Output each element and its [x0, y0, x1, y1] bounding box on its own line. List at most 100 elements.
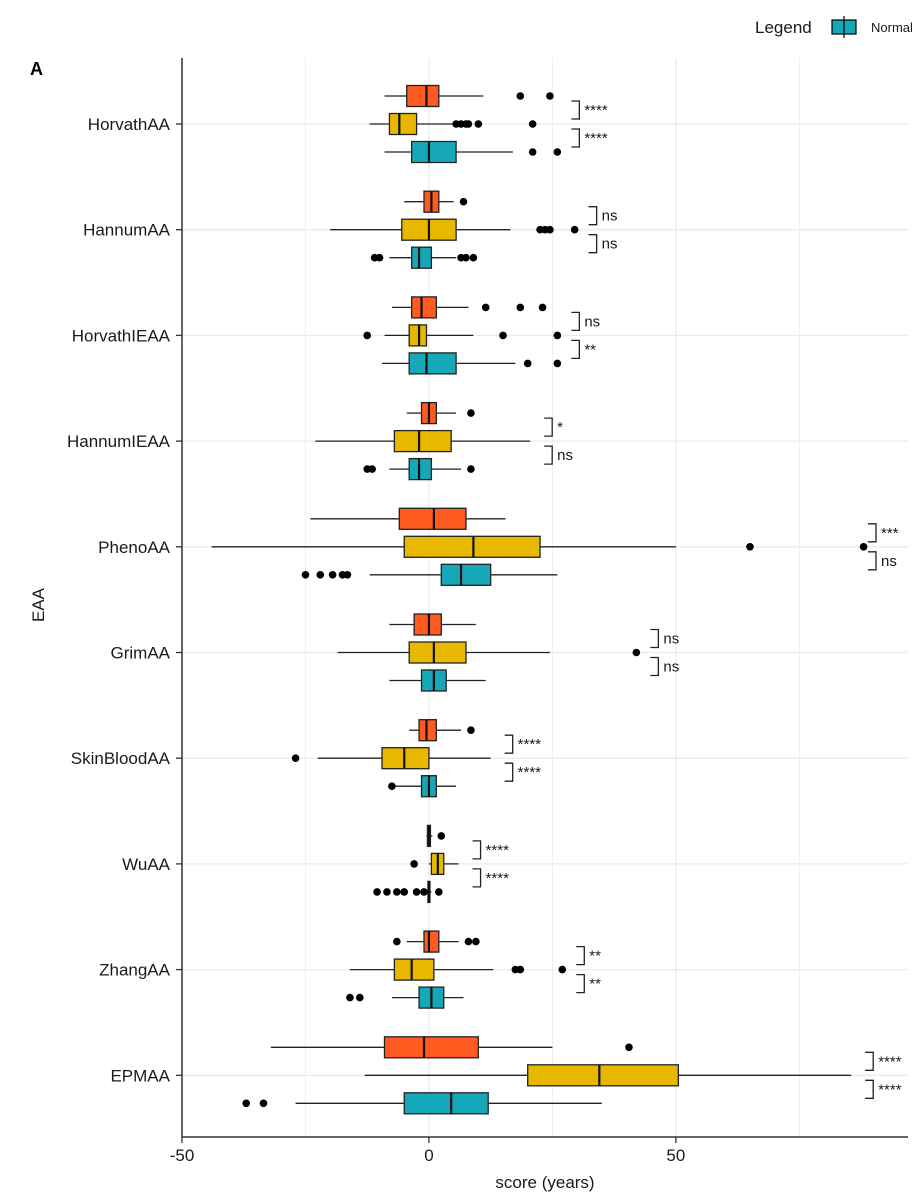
outlier-point	[546, 92, 554, 100]
outlier-point	[538, 303, 547, 312]
plot-area: ********nsnsns***ns***nsnsns************…	[211, 84, 902, 1115]
outlier-point	[746, 543, 754, 551]
box	[388, 112, 418, 136]
outlier-point	[420, 888, 428, 896]
significance-label: ****	[584, 102, 608, 119]
legend-item-label-normal: Normal	[871, 20, 913, 35]
box-group-epmaa: **** ****	[242, 1036, 902, 1115]
legend-title: Legend	[755, 18, 812, 37]
y-tick-label: EPMAA	[110, 1066, 170, 1085]
y-tick-label: GrimAA	[111, 644, 171, 663]
significance-bracket	[472, 868, 482, 888]
outlier-point	[435, 888, 443, 896]
significance-label: ***	[881, 525, 899, 542]
y-tick-label: HorvathIEAA	[72, 326, 171, 345]
x-axis-title: score (years)	[495, 1173, 594, 1192]
significance-label: ****	[878, 1081, 902, 1098]
significance-label: ns	[602, 236, 618, 253]
box	[383, 1036, 479, 1059]
outlier-point	[859, 543, 868, 551]
significance-label: ****	[878, 1053, 902, 1070]
significance-bracket	[504, 734, 514, 754]
y-tick-label: PhenoAA	[98, 538, 170, 557]
outlier-point	[242, 1099, 251, 1108]
outlier-point	[462, 253, 470, 262]
y-tick-label: HannumIEAA	[67, 432, 171, 451]
significance-bracket	[472, 840, 482, 860]
outlier-point	[291, 754, 300, 762]
significance-label: ns	[584, 313, 600, 330]
outlier-point	[464, 937, 473, 946]
outlier-point	[516, 965, 525, 974]
significance-label: ****	[486, 842, 510, 859]
significance-bracket	[865, 1051, 874, 1071]
significance-label: ns	[663, 631, 679, 648]
significance-bracket	[588, 206, 598, 226]
outlier-point	[316, 571, 325, 579]
box	[408, 457, 433, 481]
outlier-point	[383, 888, 391, 896]
significance-label: ****	[518, 736, 542, 753]
significance-label: ns	[881, 553, 897, 570]
outlier-point	[528, 120, 537, 128]
outlier-point	[553, 331, 562, 340]
box	[408, 641, 467, 664]
significance-bracket	[571, 128, 580, 148]
significance-bracket	[576, 973, 585, 994]
outlier-point	[570, 225, 579, 234]
outlier-point	[528, 148, 537, 156]
outlier-point	[625, 1043, 633, 1052]
x-tick-label: 0	[424, 1146, 433, 1165]
box-group-hannumaa: ns ns	[330, 190, 618, 269]
significance-bracket	[544, 417, 553, 437]
significance-bracket	[571, 339, 580, 360]
box-group-grimaa: ns ns	[337, 613, 679, 692]
significance-bracket	[650, 656, 660, 677]
box	[393, 429, 452, 453]
box-group-zhangaa: ** **	[346, 930, 601, 1009]
box	[403, 1092, 489, 1115]
outlier-point	[388, 782, 396, 790]
significance-label: ns	[602, 208, 618, 225]
outlier-point	[632, 648, 641, 657]
box-group-horvathaa: **** ****	[369, 84, 608, 164]
box	[527, 1064, 679, 1087]
outlier-point	[393, 937, 401, 946]
outlier-point	[546, 225, 554, 234]
significance-label: ****	[486, 870, 510, 887]
significance-bracket	[868, 551, 877, 571]
outlier-point	[499, 331, 507, 340]
box	[381, 747, 430, 770]
box	[403, 535, 541, 558]
outlier-point	[474, 120, 483, 128]
outlier-point	[516, 92, 525, 100]
box	[418, 719, 437, 742]
significance-bracket	[544, 445, 553, 465]
panel-label: A	[30, 59, 43, 79]
box	[393, 958, 435, 981]
significance-bracket	[571, 311, 580, 332]
significance-label: ns	[663, 659, 679, 676]
significance-label: **	[589, 948, 601, 965]
outlier-point	[301, 571, 310, 579]
box-group-horvathieaa: ns **	[363, 296, 600, 375]
significance-bracket	[868, 523, 877, 543]
box	[406, 84, 440, 108]
significance-bracket	[650, 628, 660, 649]
significance-bracket	[588, 234, 598, 254]
outlier-point	[410, 860, 418, 868]
box	[411, 296, 437, 319]
outlier-point	[343, 571, 352, 579]
outlier-point	[393, 888, 401, 896]
outlier-point	[523, 359, 532, 368]
box	[423, 930, 440, 953]
outlier-point	[467, 726, 475, 734]
box	[440, 563, 492, 586]
box-group-wuaa: **** ****	[373, 824, 510, 904]
y-tick-label: WuAA	[122, 855, 171, 874]
box	[408, 352, 457, 375]
y-tick-label: HannumAA	[83, 221, 171, 240]
outlier-point	[553, 359, 562, 368]
outlier-point	[368, 465, 376, 473]
